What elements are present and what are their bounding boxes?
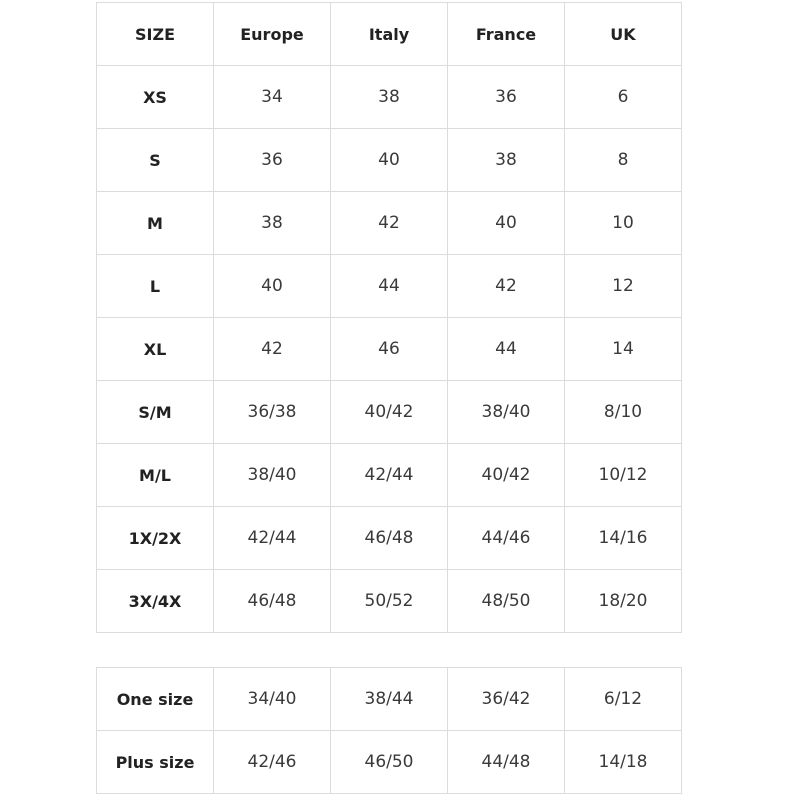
- table-row: 3X/4X 46/48 50/52 48/50 18/20: [96, 569, 682, 633]
- size-conversion-table: SIZE Europe Italy France UK XS 34 38 36 6 S 36 40 38 8…: [96, 2, 682, 633]
- table-cell: 44: [447, 317, 565, 381]
- special-size-table: One size 34/40 38/44 36/42 6/12 Plus size 42/4…: [96, 667, 682, 794]
- table-cell: 6/12: [564, 667, 682, 731]
- row-label: One size: [96, 667, 214, 731]
- table-cell: 42/44: [330, 443, 448, 507]
- table-row: M/L 38/40 42/44 40/42 10/12: [96, 443, 682, 507]
- table-cell: 14/18: [564, 730, 682, 794]
- table-cell: 50/52: [330, 569, 448, 633]
- row-label: XL: [96, 317, 214, 381]
- column-header: France: [447, 2, 565, 66]
- table-cell: 38/40: [213, 443, 331, 507]
- table-cell: 38: [447, 128, 565, 192]
- table-cell: 44/48: [447, 730, 565, 794]
- table-cell: 34/40: [213, 667, 331, 731]
- table-cell: 46/48: [213, 569, 331, 633]
- row-label: M/L: [96, 443, 214, 507]
- table-cell: 14: [564, 317, 682, 381]
- column-header: SIZE: [96, 2, 214, 66]
- table-cell: 14/16: [564, 506, 682, 570]
- table-cell: 36: [213, 128, 331, 192]
- table-cell: 48/50: [447, 569, 565, 633]
- table-cell: 40/42: [330, 380, 448, 444]
- table-cell: 46/50: [330, 730, 448, 794]
- table-cell: 36: [447, 65, 565, 129]
- table-cell: 40: [447, 191, 565, 255]
- table-cell: 36/42: [447, 667, 565, 731]
- table-cell: 46/48: [330, 506, 448, 570]
- table-cell: 38/44: [330, 667, 448, 731]
- row-label: XS: [96, 65, 214, 129]
- row-label: L: [96, 254, 214, 318]
- table-cell: 40/42: [447, 443, 565, 507]
- table-cell: 42: [330, 191, 448, 255]
- table-cell: 38: [213, 191, 331, 255]
- table-cell: 44/46: [447, 506, 565, 570]
- table-cell: 40: [330, 128, 448, 192]
- row-label: M: [96, 191, 214, 255]
- table-cell: 42: [447, 254, 565, 318]
- table-cell: 8/10: [564, 380, 682, 444]
- table-cell: 40: [213, 254, 331, 318]
- table-row: M 38 42 40 10: [96, 191, 682, 255]
- table-row: 1X/2X 42/44 46/48 44/46 14/16: [96, 506, 682, 570]
- header-row: SIZE Europe Italy France UK: [96, 2, 682, 66]
- table-row: Plus size 42/46 46/50 44/48 14/18: [96, 730, 682, 794]
- table-cell: 6: [564, 65, 682, 129]
- column-header: Italy: [330, 2, 448, 66]
- table-cell: 42: [213, 317, 331, 381]
- table-cell: 36/38: [213, 380, 331, 444]
- table-cell: 38: [330, 65, 448, 129]
- table-row: One size 34/40 38/44 36/42 6/12: [96, 667, 682, 731]
- table-cell: 38/40: [447, 380, 565, 444]
- table-cell: 10/12: [564, 443, 682, 507]
- table-cell: 42/46: [213, 730, 331, 794]
- table-cell: 18/20: [564, 569, 682, 633]
- table-cell: 10: [564, 191, 682, 255]
- table-cell: 8: [564, 128, 682, 192]
- table-cell: 42/44: [213, 506, 331, 570]
- row-label: 1X/2X: [96, 506, 214, 570]
- table-row: XL 42 46 44 14: [96, 317, 682, 381]
- row-label: 3X/4X: [96, 569, 214, 633]
- row-label: Plus size: [96, 730, 214, 794]
- column-header: UK: [564, 2, 682, 66]
- column-header: Europe: [213, 2, 331, 66]
- table-row: XS 34 38 36 6: [96, 65, 682, 129]
- row-label: S: [96, 128, 214, 192]
- table-cell: 12: [564, 254, 682, 318]
- table-row: S/M 36/38 40/42 38/40 8/10: [96, 380, 682, 444]
- row-label: S/M: [96, 380, 214, 444]
- table-cell: 34: [213, 65, 331, 129]
- table-cell: 44: [330, 254, 448, 318]
- table-row: L 40 44 42 12: [96, 254, 682, 318]
- table-cell: 46: [330, 317, 448, 381]
- table-row: S 36 40 38 8: [96, 128, 682, 192]
